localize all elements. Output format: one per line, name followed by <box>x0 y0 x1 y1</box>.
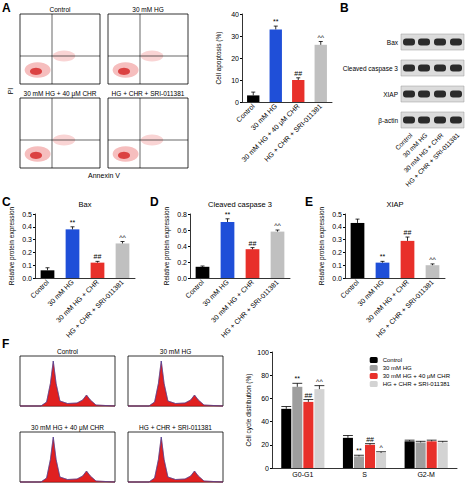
svg-text:0.1: 0.1 <box>332 262 342 269</box>
svg-text:30 mM HG: 30 mM HG <box>401 131 429 159</box>
svg-text:0.0: 0.0 <box>332 275 342 282</box>
svg-text:40: 40 <box>261 418 269 425</box>
svg-text:40: 40 <box>231 11 239 18</box>
svg-text:##: ## <box>94 253 102 260</box>
svg-text:HG + CHR + SRI-011381: HG + CHR + SRI-011381 <box>375 278 435 338</box>
svg-text:30 mM HG: 30 mM HG <box>132 6 163 13</box>
svg-text:Relative protein expression: Relative protein expression <box>8 206 16 285</box>
svg-text:D: D <box>150 195 159 209</box>
svg-text:Relative protein expression: Relative protein expression <box>318 206 326 285</box>
svg-text:0.2: 0.2 <box>332 249 342 256</box>
svg-text:HG + CHR + SRI-011381: HG + CHR + SRI-011381 <box>112 90 185 97</box>
svg-text:Cleaved caspase 3: Cleaved caspase 3 <box>343 65 399 73</box>
svg-text:30: 30 <box>231 33 239 40</box>
svg-text:**: ** <box>356 447 362 454</box>
svg-text:0.5: 0.5 <box>22 211 32 218</box>
svg-text:80: 80 <box>261 372 269 379</box>
svg-text:0.4: 0.4 <box>177 243 187 250</box>
svg-text:30 mM HG: 30 mM HG <box>383 365 412 371</box>
svg-text:G2-M: G2-M <box>417 471 435 478</box>
svg-text:^^: ^^ <box>317 34 324 41</box>
svg-text:PI: PI <box>7 88 14 95</box>
svg-text:30 mM HG + 40 μM CHR: 30 mM HG + 40 μM CHR <box>240 102 301 163</box>
svg-text:##: ## <box>404 229 412 236</box>
svg-text:Relative protein expression: Relative protein expression <box>163 206 171 285</box>
svg-text:Control: Control <box>50 6 72 13</box>
svg-text:0.3: 0.3 <box>332 236 342 243</box>
svg-text:20: 20 <box>261 441 269 448</box>
svg-text:^: ^ <box>379 444 383 451</box>
svg-text:HG + CHR + SRI-011381: HG + CHR + SRI-011381 <box>383 381 451 387</box>
svg-text:0.5: 0.5 <box>332 211 342 218</box>
svg-text:20: 20 <box>231 55 239 62</box>
svg-text:Control: Control <box>339 278 360 299</box>
svg-text:60: 60 <box>261 395 269 402</box>
svg-text:Control: Control <box>393 131 414 152</box>
svg-text:0: 0 <box>265 465 269 472</box>
svg-text:30 mM HG + 40 μM CHR: 30 mM HG + 40 μM CHR <box>383 373 451 379</box>
svg-text:**: ** <box>273 18 279 25</box>
svg-text:##: ## <box>366 436 374 443</box>
svg-text:Bax: Bax <box>79 200 92 209</box>
svg-text:0.4: 0.4 <box>22 223 32 230</box>
svg-text:Control: Control <box>235 102 256 123</box>
svg-text:Cell apoptosis (%): Cell apoptosis (%) <box>215 32 223 85</box>
svg-text:Annexin V: Annexin V <box>88 172 120 179</box>
svg-text:**: ** <box>70 219 76 226</box>
svg-text:30 mM HG + 40 μM CHR: 30 mM HG + 40 μM CHR <box>24 90 97 98</box>
svg-text:**: ** <box>380 253 386 260</box>
svg-text:0.2: 0.2 <box>22 249 32 256</box>
svg-text:HG + CHR + SRI-011381: HG + CHR + SRI-011381 <box>404 131 461 188</box>
svg-text:0.6: 0.6 <box>177 227 187 234</box>
svg-text:Control: Control <box>383 357 402 363</box>
svg-text:^^: ^^ <box>274 222 281 229</box>
svg-text:Cleaved caspase 3: Cleaved caspase 3 <box>208 200 272 209</box>
svg-text:XIAP: XIAP <box>383 91 398 98</box>
svg-text:0.0: 0.0 <box>22 275 32 282</box>
svg-text:^^: ^^ <box>316 378 323 385</box>
svg-text:^^: ^^ <box>429 256 436 263</box>
svg-text:30 mM HG: 30 mM HG <box>249 102 279 132</box>
svg-text:E: E <box>305 195 313 209</box>
svg-text:100: 100 <box>257 349 269 356</box>
svg-text:0.4: 0.4 <box>332 223 342 230</box>
svg-text:30 mM HG + 40 μM CHR: 30 mM HG + 40 μM CHR <box>31 424 104 432</box>
svg-text:Bax: Bax <box>387 39 399 46</box>
svg-text:Control: Control <box>29 278 50 299</box>
svg-text:30 mM HG + CHR: 30 mM HG + CHR <box>402 131 445 174</box>
svg-text:0.1: 0.1 <box>22 262 32 269</box>
svg-text:Control: Control <box>57 348 79 355</box>
svg-text:C: C <box>2 195 11 209</box>
svg-text:HG + CHR + SRI-011381: HG + CHR + SRI-011381 <box>263 102 323 162</box>
svg-text:HG + CHR + SRI-011381: HG + CHR + SRI-011381 <box>139 424 212 431</box>
svg-text:0.2: 0.2 <box>177 259 187 266</box>
svg-text:HG + CHR + SRI-011381: HG + CHR + SRI-011381 <box>220 278 280 338</box>
svg-text:30 mM HG + CHR: 30 mM HG + CHR <box>55 279 100 324</box>
svg-text:G0-G1: G0-G1 <box>292 471 313 478</box>
svg-text:HG + CHR + SRI-011381: HG + CHR + SRI-011381 <box>65 278 125 338</box>
svg-text:##: ## <box>304 392 312 399</box>
svg-text:B: B <box>340 1 349 15</box>
svg-text:β-actin: β-actin <box>378 117 398 125</box>
svg-text:Cell cycle distribution (%): Cell cycle distribution (%) <box>245 374 253 447</box>
svg-text:F: F <box>2 337 9 351</box>
svg-text:0.3: 0.3 <box>22 236 32 243</box>
svg-text:10: 10 <box>231 77 239 84</box>
svg-text:##: ## <box>249 240 257 247</box>
svg-text:^^: ^^ <box>119 234 126 241</box>
svg-text:A: A <box>2 1 11 15</box>
svg-text:**: ** <box>225 211 231 218</box>
svg-text:30 mM HG: 30 mM HG <box>160 348 191 355</box>
svg-text:0.0: 0.0 <box>177 275 187 282</box>
svg-text:30 mM HG + CHR: 30 mM HG + CHR <box>210 279 255 324</box>
svg-text:Control: Control <box>184 278 205 299</box>
svg-text:XIAP: XIAP <box>386 200 403 209</box>
svg-text:30 mM HG + CHR: 30 mM HG + CHR <box>365 279 410 324</box>
svg-text:##: ## <box>294 70 302 77</box>
svg-text:0: 0 <box>235 99 239 106</box>
svg-text:0.8: 0.8 <box>177 211 187 218</box>
svg-text:S: S <box>362 471 367 478</box>
svg-text:**: ** <box>295 375 301 382</box>
